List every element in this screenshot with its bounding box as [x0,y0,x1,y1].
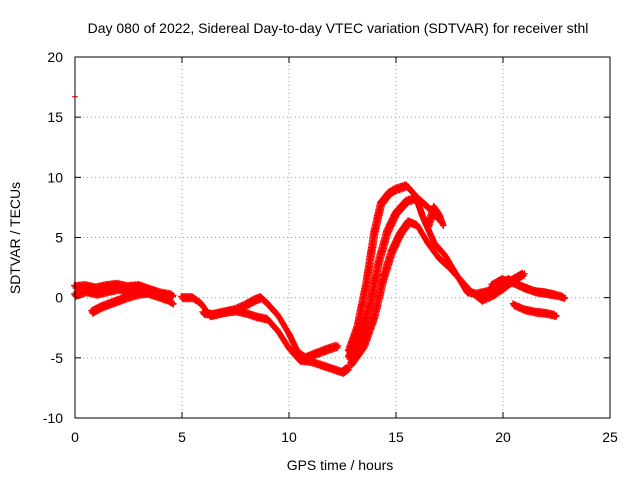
x-tick-label: 20 [495,429,511,445]
x-tick-label: 5 [178,429,186,445]
data-point-cluster [359,312,379,351]
y-tick-label: 15 [47,109,63,125]
series-sat-track-d [178,293,342,363]
data-point-cluster [355,300,374,345]
data-point-cluster [541,308,560,320]
x-tick-label: 25 [602,429,618,445]
data-point-cluster [242,296,258,310]
axis-ticks: 0 5 10 15 20 25 -10 -5 0 5 10 15 20 [43,49,618,445]
y-tick-label: -5 [51,350,64,366]
series-sat-track-k [424,202,447,231]
data-point-cluster [353,282,370,333]
x-axis-label: GPS time / hours [287,457,394,473]
data-point-cluster [274,326,293,352]
data-point [335,342,342,349]
y-axis-label: SDTVAR / TECUs [7,182,23,294]
data-point-cluster [96,298,117,312]
series-sat-track-e [199,306,353,377]
y-tick-label: 0 [55,290,63,306]
x-tick-label: 15 [388,429,404,445]
data-point [521,270,528,277]
data-point-cluster [344,336,363,363]
data-point-cluster [387,230,404,257]
data-point [553,312,560,319]
data-point-cluster [274,311,293,338]
data-point-cluster [370,200,385,237]
data-point-cluster [377,189,393,209]
data-point-cluster [323,341,341,354]
series-sat-track-i [509,300,560,320]
data-point-cluster [413,220,432,247]
data-point-cluster [109,293,130,308]
data-point [439,222,447,229]
series-sat-track-g [344,193,442,363]
data-point-cluster [392,197,410,218]
data-point-cluster [366,258,383,309]
x-tick-label: 10 [281,429,297,445]
series-sat-track-j [488,275,569,302]
data-point [170,292,177,299]
chart-title: Day 080 of 2022, Sidereal Day-to-day VTE… [88,20,589,36]
x-tick-label: 0 [71,429,79,445]
series-sat-track-c [88,288,177,317]
data-points [71,93,569,377]
data-point-cluster [396,218,412,239]
data-point-cluster [434,208,447,229]
y-tick-label: 20 [47,49,63,65]
data-point-cluster [310,345,331,359]
data-point-cluster [370,276,387,321]
data-point-cluster [379,248,396,285]
data-point-cluster [362,228,379,291]
data-point-cluster [374,228,391,267]
data-point-cluster [347,342,367,369]
series-sat-track-h [347,217,528,369]
y-tick-label: -10 [43,410,63,426]
y-tick-label: 5 [55,230,63,246]
data-point-cluster [402,181,419,199]
y-tick-label: 10 [47,169,63,185]
grid-lines [75,57,610,418]
data-point [561,294,569,301]
data-point-cluster [383,210,400,237]
data-point [170,300,177,307]
data-point-cluster [88,303,104,317]
